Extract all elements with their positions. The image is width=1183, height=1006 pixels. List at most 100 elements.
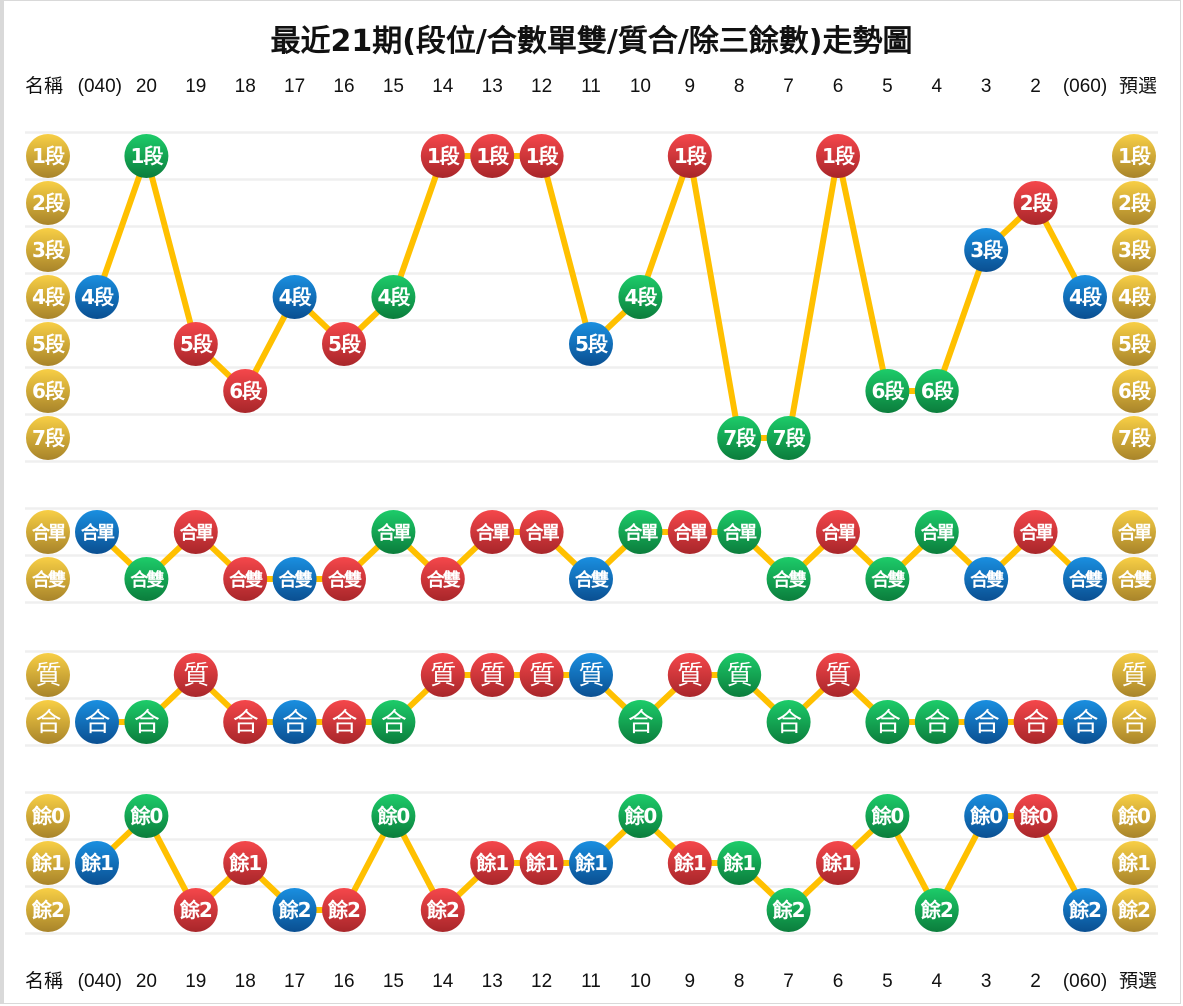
data-point-circle [964, 557, 1009, 601]
legend-left-1-1-circle [26, 134, 70, 178]
data-point-label: 質 [183, 661, 208, 691]
data-point-circle [1013, 794, 1058, 838]
legend-right-2-2: 合雙 [1112, 557, 1156, 601]
section-4: 餘0 餘0 餘1 餘1 餘2 餘2 餘1 餘0 餘2 餘1 餘2 餘2 餘0 餘2 餘1 餘1 餘1 餘0 餘1 餘1… [25, 791, 1158, 935]
data-point-circle [717, 653, 762, 697]
data-point: 餘2 [766, 888, 811, 932]
data-point-circle [223, 369, 268, 413]
header-column-1: 20 [136, 971, 157, 992]
legend-right-1-7-label: 7段 [1118, 426, 1151, 450]
data-point: 合雙 [865, 557, 910, 601]
legend-left-4-2-label: 餘1 [32, 851, 64, 875]
data-point-circle [1063, 700, 1107, 744]
data-point: 合單 [75, 510, 119, 554]
data-point: 4段 [371, 275, 416, 319]
legend-left-4-2-circle [26, 841, 70, 885]
data-point: 餘1 [223, 841, 268, 885]
data-point: 合單 [1013, 510, 1058, 554]
data-point-circle [766, 416, 811, 460]
data-point: 合 [1063, 700, 1107, 744]
data-point-circle [124, 557, 169, 601]
legend-left-4-3-label: 餘2 [32, 898, 64, 922]
header-name-label: 名稱 [25, 75, 63, 97]
data-point-circle [618, 700, 663, 744]
data-point-circle [223, 700, 268, 744]
data-point: 4段 [618, 275, 663, 319]
data-point-circle [75, 510, 119, 554]
data-point-label: 合雙 [773, 569, 807, 591]
data-point-circle [569, 841, 613, 885]
header-column-14: 7 [783, 971, 794, 992]
legend-right-1-6: 6段 [1112, 369, 1156, 413]
data-point-circle [173, 510, 218, 554]
legend-right-1-1: 1段 [1112, 134, 1156, 178]
data-point: 合 [914, 700, 959, 744]
header-column-19: 2 [1030, 971, 1041, 992]
data-point: 質 [519, 653, 564, 697]
data-point-circle [766, 700, 811, 744]
data-point-label: 4段 [279, 285, 312, 309]
data-point-label: 3段 [970, 238, 1003, 262]
legend-right-3-1-label: 質 [1121, 661, 1146, 691]
legend-left-1-7: 7段 [26, 416, 70, 460]
legend-right-1-5: 5段 [1112, 322, 1156, 366]
legend-right-2-1: 合單 [1112, 510, 1156, 554]
data-point-label: 6段 [229, 379, 262, 403]
legend-right-1-4: 4段 [1112, 275, 1156, 319]
data-point-circle [322, 888, 366, 932]
data-point-circle [371, 275, 416, 319]
data-point: 餘2 [272, 888, 317, 932]
data-point: 餘0 [618, 794, 663, 838]
data-point: 合 [75, 700, 119, 744]
data-point-label: 4段 [377, 285, 410, 309]
data-point-circle [816, 841, 860, 885]
data-point-circle [223, 841, 268, 885]
data-point: 合單 [914, 510, 959, 554]
data-point-circle [322, 557, 366, 601]
header-column-7: 14 [432, 971, 454, 992]
legend-left-4-1-label: 餘0 [32, 804, 64, 828]
data-point-circle [964, 228, 1009, 272]
data-point-label: 質 [825, 661, 850, 691]
data-point-circle [1013, 510, 1058, 554]
data-point-label: 餘0 [377, 804, 409, 828]
header-column-16: 5 [882, 76, 893, 97]
data-point-circle [569, 653, 613, 697]
header-column-1: 20 [136, 76, 157, 97]
data-point-circle [371, 700, 416, 744]
data-point: 2段 [1013, 181, 1058, 225]
legend-right-1-6-label: 6段 [1118, 379, 1151, 403]
data-point-circle [272, 557, 317, 601]
header-column-10: 11 [581, 76, 601, 97]
legend-right-1-2-circle [1112, 181, 1156, 225]
data-point-circle [371, 794, 416, 838]
data-point-circle [322, 322, 366, 366]
header-column-20: (060) [1063, 76, 1107, 97]
data-point: 合雙 [223, 557, 268, 601]
data-point-circle [223, 557, 268, 601]
data-point: 餘0 [1013, 794, 1058, 838]
data-point: 3段 [964, 228, 1009, 272]
data-point-label: 合雙 [970, 569, 1004, 591]
legend-right-4-3-label: 餘2 [1118, 898, 1150, 922]
data-point: 餘2 [1063, 888, 1107, 932]
data-point-circle [519, 841, 564, 885]
data-point-label: 餘0 [970, 804, 1002, 828]
data-point-circle [1013, 181, 1058, 225]
data-point-label: 合 [331, 708, 357, 738]
data-point: 餘1 [717, 841, 762, 885]
data-point: 合單 [519, 510, 564, 554]
data-point-circle [322, 700, 366, 744]
data-point-label: 4段 [81, 285, 114, 309]
data-point-label: 合 [875, 708, 901, 738]
data-point-label: 餘1 [723, 851, 755, 875]
data-point-label: 合雙 [575, 569, 609, 591]
data-point-label: 合單 [674, 522, 708, 544]
data-point-label: 質 [727, 661, 752, 691]
legend-right-3-1-circle [1112, 653, 1156, 697]
data-point: 4段 [1063, 275, 1107, 319]
data-point-label: 餘2 [427, 898, 459, 922]
legend-left-2-2-circle [26, 557, 70, 601]
